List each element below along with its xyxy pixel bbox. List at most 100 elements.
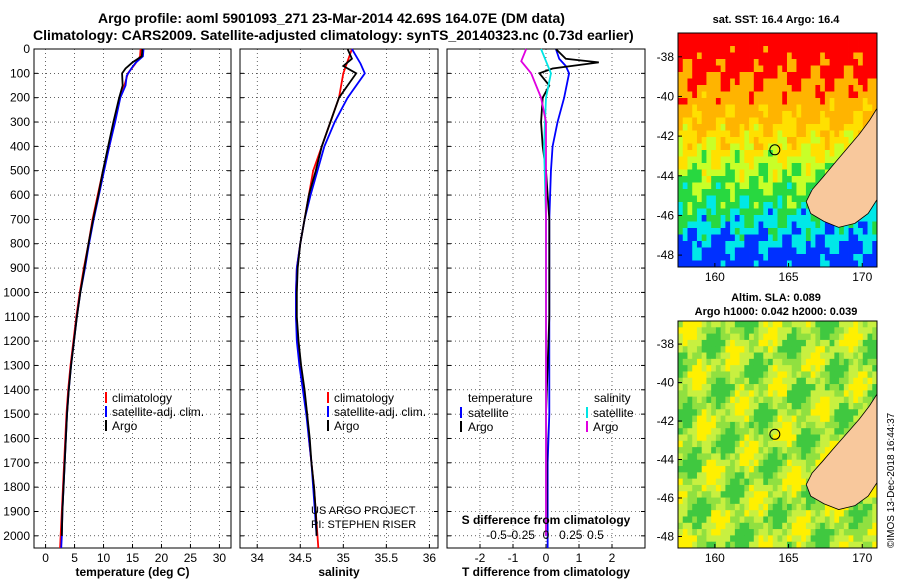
map-cell [692,39,698,47]
map-cell [730,85,736,92]
map-cell [786,415,793,423]
map-cell [768,333,774,341]
map-cell [687,260,693,268]
map-cell [839,535,845,543]
map-cell [753,510,759,517]
map-cell [758,228,764,235]
map-cell [696,241,703,248]
map-cell [744,459,750,467]
map-cell [834,91,840,99]
map-cell [815,234,821,242]
map-cell [772,529,778,536]
map-cell [834,346,840,353]
map-cell [730,117,736,125]
map-cell [867,497,873,505]
map-cell [711,421,717,429]
map-cell [758,208,764,216]
map-cell [815,365,821,372]
map-cell [791,215,797,222]
map-cell [696,156,703,164]
map-cell [862,541,868,549]
map-cell [682,208,688,216]
map-cell [777,163,783,170]
figure-title-line1: Argo profile: aoml 5901093_271 23-Mar-20… [98,10,565,26]
map-cell [768,390,774,398]
map-cell [786,130,793,138]
map-cell [853,365,859,372]
map-cell [768,59,774,66]
map-cell [715,98,722,105]
map-cell [768,472,774,480]
y-tick-label: 1200 [3,334,30,348]
map-cell [824,535,831,543]
map-cell [749,104,755,112]
map-cell [715,137,722,144]
map-cell [753,176,759,183]
map-cell [720,59,726,66]
map-cell [720,98,726,105]
project-annotation: PI: STEPHEN RISER [311,519,416,531]
map-cell [678,98,684,105]
y-tick-label: -46 [657,208,675,222]
map-cell [810,434,816,442]
map-cell [810,143,816,151]
map-cell [843,260,849,268]
map-cell [834,529,840,536]
map-cell [720,478,726,486]
map-cell [744,484,750,492]
map-cell [715,402,722,410]
map-cell [829,352,835,360]
map-cell [739,453,745,461]
map-cell [853,371,859,379]
map-cell [872,78,878,86]
map-cell [696,472,703,480]
map-cell [678,333,684,341]
map-cell [678,402,684,410]
map-cell [820,365,826,372]
map-cell [848,78,854,86]
map-cell [872,321,878,328]
map-cell [696,52,703,60]
map-cell [715,208,722,216]
map-cell [725,260,731,268]
map-cell [772,111,778,118]
map-cell [739,221,745,229]
map-cell [839,529,845,536]
map-cell [753,137,759,144]
map-cell [730,130,736,138]
map-cell [853,529,859,536]
map-cell [734,466,740,473]
map-cell [824,156,831,164]
map-cell [796,358,802,366]
map-cell [715,453,722,461]
map-cell [739,365,745,372]
map-cell [692,421,698,429]
map-cell [853,535,859,543]
map-cell [730,234,736,242]
map-cell [801,346,807,353]
y-tick-label: 2000 [3,529,30,543]
map-cell [786,535,793,543]
map-cell [782,241,788,248]
map-cell [805,497,812,505]
map-cell [720,85,726,92]
map-cell [810,247,816,255]
map-cell [734,478,740,486]
map-cell [772,137,778,144]
map-cell [843,72,849,79]
map-cell [858,535,864,543]
map-cell [696,365,703,372]
map-cell [805,65,812,73]
map-cell [758,491,764,498]
map-cell [749,85,755,92]
map-cell [777,327,783,335]
map-cell [796,510,802,517]
map-cell [753,484,759,492]
map-cell [839,137,845,144]
map-cell [749,254,755,261]
map-cell [853,510,859,517]
map-cell [872,65,878,73]
map-cell [820,228,826,235]
map-cell [829,402,835,410]
map-cell [829,234,835,242]
